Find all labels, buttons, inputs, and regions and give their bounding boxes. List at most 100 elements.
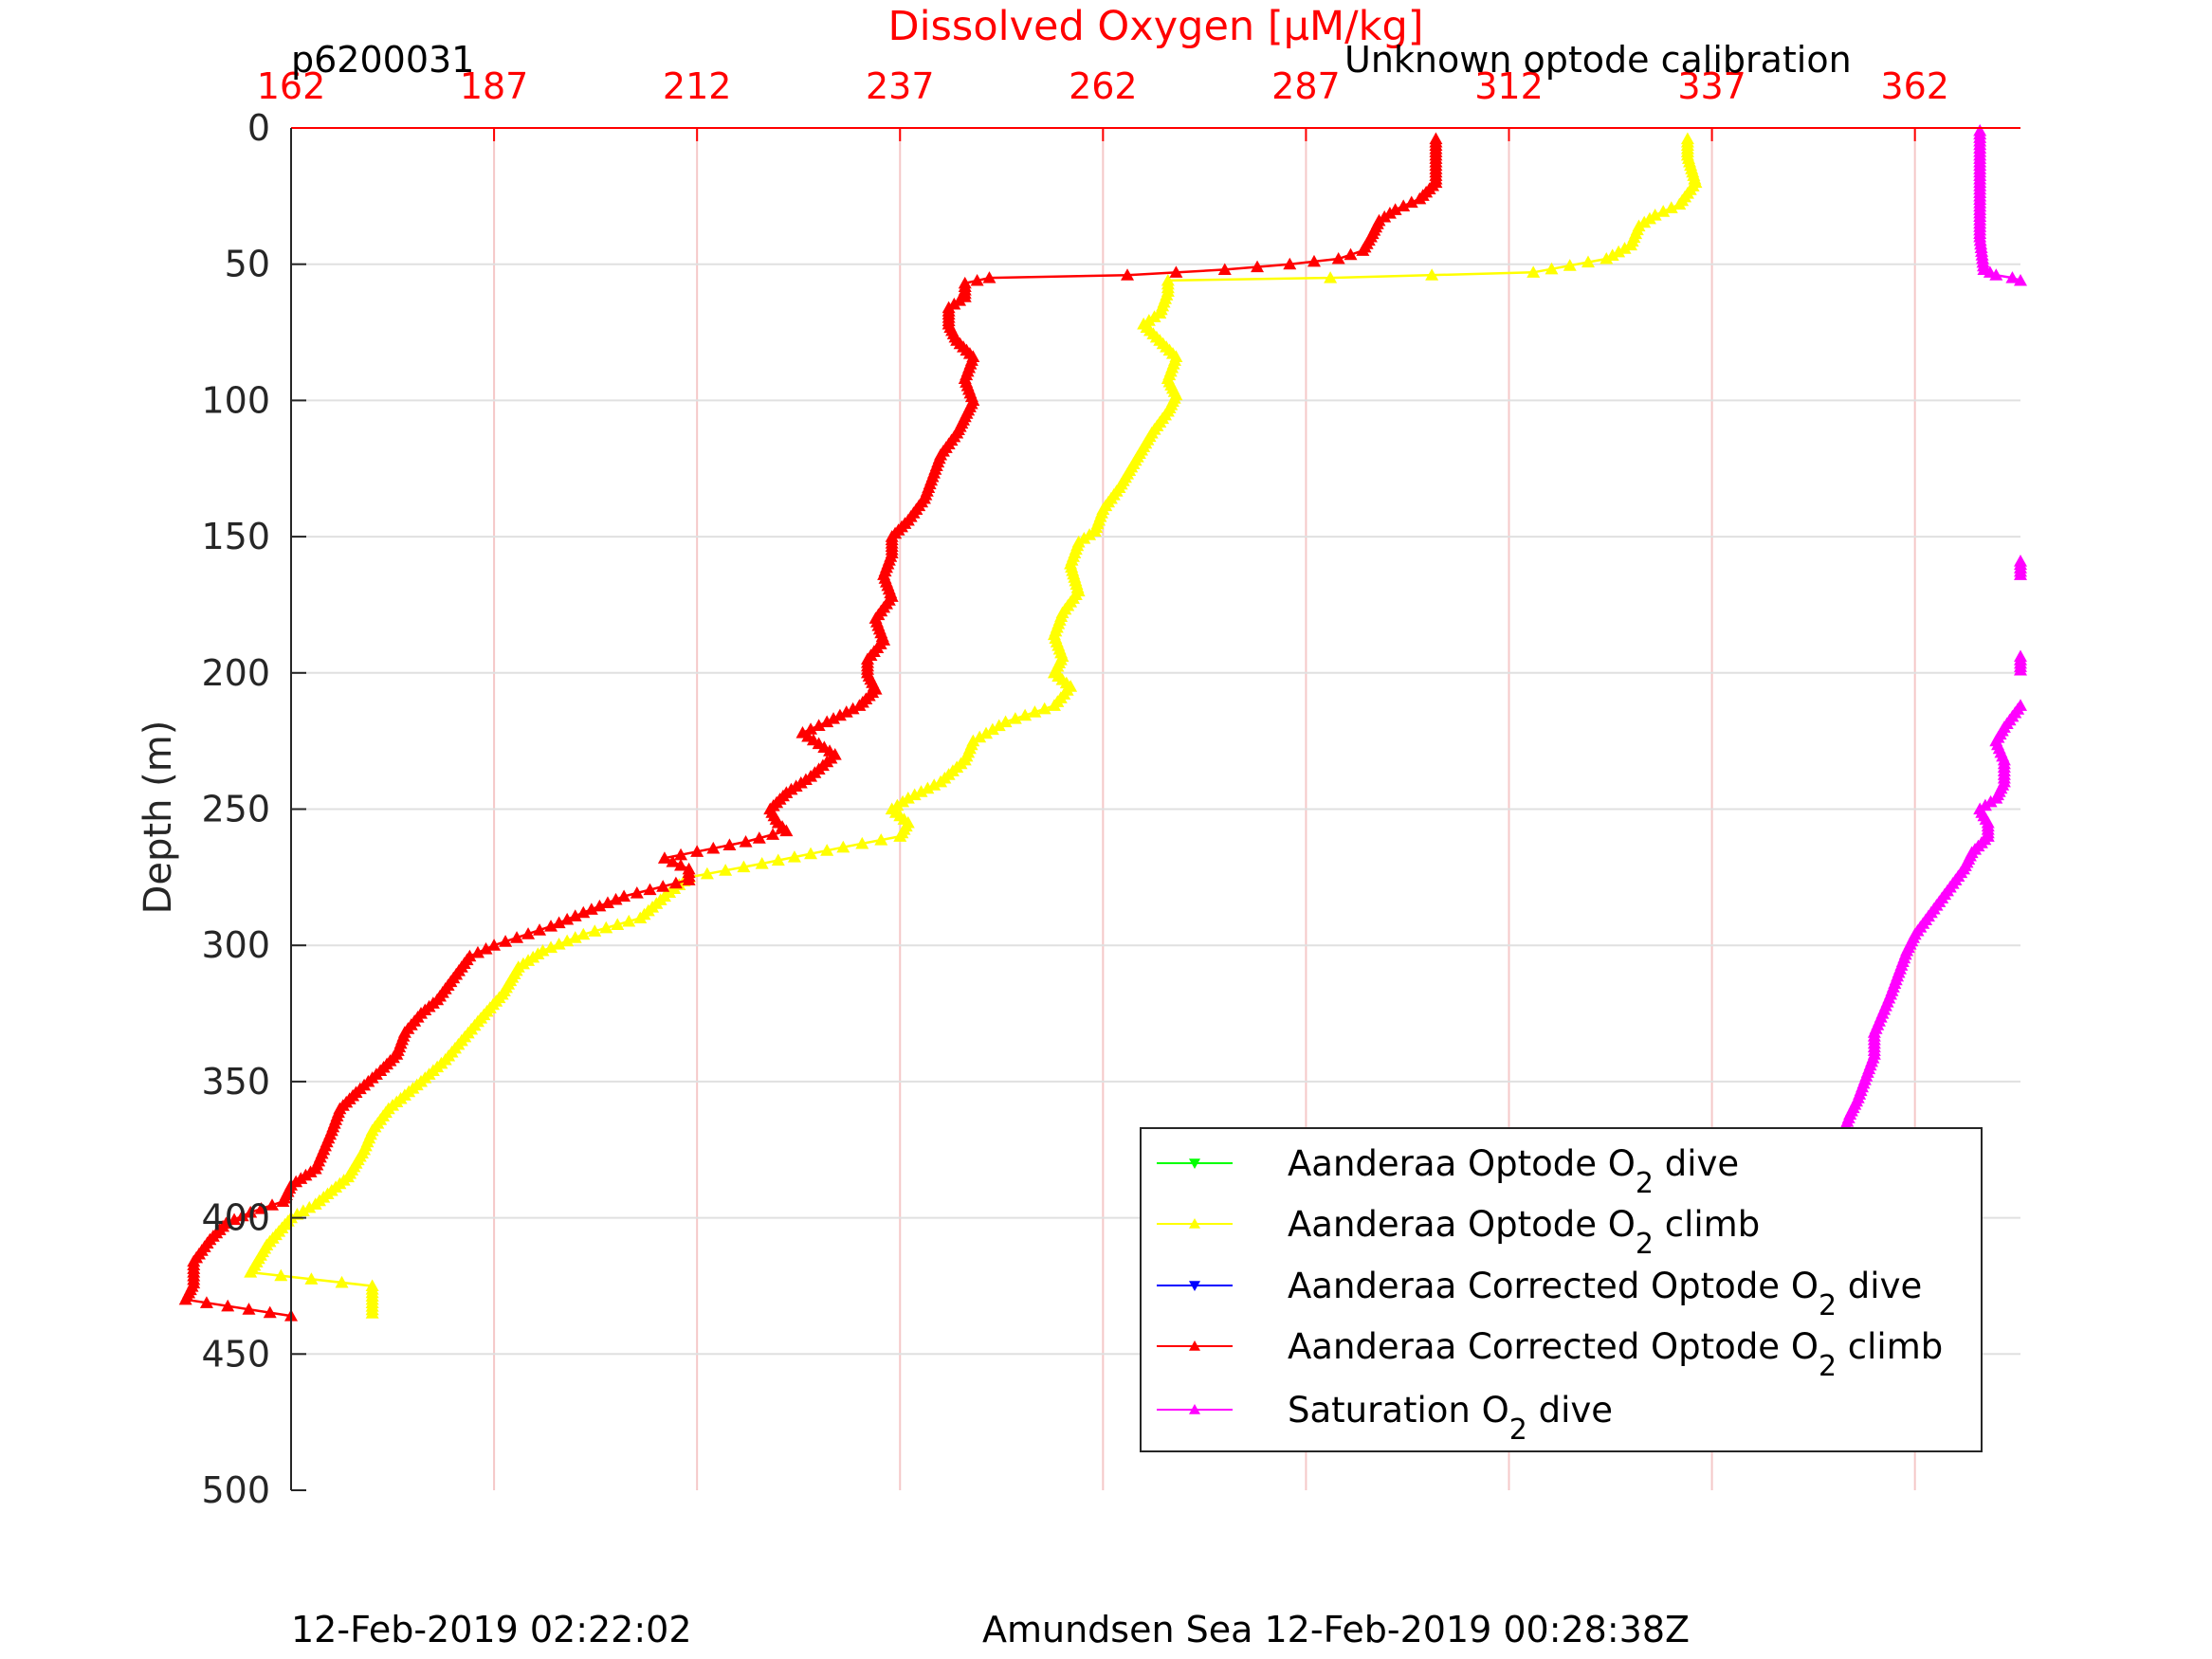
series-marker-1	[855, 836, 869, 849]
series-marker-1	[611, 918, 625, 930]
series-marker-3	[263, 1305, 277, 1319]
x-tick-label: 187	[460, 65, 529, 107]
series-marker-3	[1356, 244, 1370, 256]
series-marker-3	[1307, 254, 1321, 267]
series-marker-1	[568, 931, 582, 943]
x-tick-label: 362	[1880, 65, 1949, 107]
series-marker-3	[552, 916, 566, 929]
series-marker-3	[820, 715, 834, 728]
series-marker-1	[1425, 268, 1439, 281]
series-marker-1	[274, 1268, 288, 1282]
series-marker-3	[228, 1212, 242, 1226]
series-marker-4	[2014, 273, 2027, 286]
series-marker-1	[544, 940, 558, 954]
series-marker-3	[600, 896, 614, 908]
series-marker-3	[779, 824, 794, 837]
series-marker-3	[982, 271, 996, 283]
series-marker-1	[737, 860, 751, 873]
series-marker-1	[633, 911, 648, 924]
series-marker-3	[1344, 247, 1358, 261]
y-tick-label: 350	[201, 1061, 270, 1103]
series-marker-3	[1121, 268, 1135, 281]
series-marker-3	[593, 899, 607, 912]
x-tick-label: 162	[257, 65, 326, 107]
series-marker-1	[1028, 705, 1042, 718]
x-tick-label: 212	[663, 65, 732, 107]
y-tick-label: 50	[225, 244, 270, 285]
series-marker-3	[265, 1198, 280, 1211]
series-marker-3	[235, 1209, 249, 1222]
series-marker-1	[1037, 702, 1051, 715]
series-marker-1	[927, 778, 941, 791]
series-marker-1	[1018, 708, 1033, 721]
series-marker-1	[921, 781, 935, 794]
series-marker-3	[852, 699, 867, 711]
x-axis-title: Dissolved Oxygen [μM/kg]	[887, 3, 1423, 50]
legend-marker	[1189, 1404, 1200, 1414]
series-marker-1	[719, 864, 733, 876]
series-marker-3	[1413, 191, 1427, 205]
series-marker-1	[934, 775, 948, 788]
series-marker-3	[682, 873, 696, 885]
series-marker-3	[479, 942, 493, 955]
series-marker-3	[827, 712, 841, 724]
series-marker-1	[304, 1272, 319, 1285]
series-marker-1	[560, 934, 575, 947]
series-marker-3	[657, 851, 671, 864]
series-marker-1	[1600, 251, 1614, 264]
series-marker-1	[1581, 255, 1595, 268]
series-marker-1	[820, 844, 834, 856]
series-marker-1	[755, 856, 769, 869]
y-tick-label: 100	[201, 379, 270, 421]
grid-lines	[291, 128, 2020, 1490]
series-marker-1	[1526, 265, 1541, 278]
series-marker-3	[839, 705, 853, 718]
x-tick-label: 237	[866, 65, 935, 107]
series-marker-1	[1324, 271, 1338, 283]
series-marker-3	[510, 931, 524, 943]
series-marker-3	[533, 923, 547, 936]
series-marker-3	[609, 892, 623, 905]
y-tick-label: 200	[201, 652, 270, 694]
axes: 162 187 212 237 262 287 312 337 362 0 50 100 150 200 2…	[201, 65, 2020, 1511]
series-marker-3	[668, 876, 683, 889]
y-tick-label: 150	[201, 516, 270, 557]
series-marker-1	[599, 921, 613, 934]
series-marker-1	[576, 927, 591, 940]
series-marker-3	[812, 719, 826, 731]
series-marker-3	[706, 841, 721, 854]
series-marker-1	[1047, 699, 1061, 711]
legend-label: Aanderaa Optode O2 climb	[1288, 1204, 1760, 1261]
series-marker-1	[771, 853, 785, 866]
series-marker-3	[1397, 199, 1411, 211]
series-marker-1	[1545, 262, 1559, 275]
series-marker-3	[242, 1303, 256, 1315]
series-marker-1	[914, 785, 928, 797]
series-marker-3	[487, 939, 502, 951]
series-marker-1	[992, 719, 1006, 732]
series-marker-1	[1673, 197, 1687, 210]
series-marker-3	[674, 848, 688, 861]
profile-id-label: p6200031	[291, 39, 474, 81]
series-marker-1	[787, 850, 801, 863]
series-marker-3	[244, 1205, 258, 1218]
series-marker-3	[276, 1194, 290, 1207]
series-marker-1	[1656, 205, 1671, 217]
series-marker-1	[973, 730, 987, 743]
series-marker-3	[656, 880, 670, 892]
series-marker-4	[2014, 663, 2027, 676]
series-marker-1	[979, 726, 994, 739]
series-marker-1	[1563, 259, 1577, 271]
series-marker-3	[1283, 257, 1297, 270]
series-marker-3	[576, 905, 591, 919]
x-tick-label: 337	[1677, 65, 1746, 107]
series-marker-3	[1251, 260, 1265, 273]
y-tick-label: 450	[201, 1333, 270, 1375]
legend-label: Aanderaa Optode O2 dive	[1288, 1143, 1739, 1200]
legend-label: Aanderaa Corrected Optode O2 dive	[1288, 1266, 1922, 1322]
footer-timestamp: 12-Feb-2019 02:22:02	[291, 1609, 692, 1650]
series-marker-1	[335, 1275, 349, 1288]
y-tick-label: 250	[201, 789, 270, 830]
